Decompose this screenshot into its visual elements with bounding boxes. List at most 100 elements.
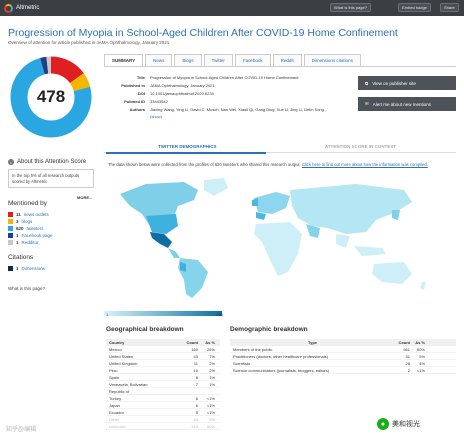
meta-published-in: Published in JAMA Ophthalmology, January … <box>104 83 340 88</box>
col-country: Country <box>109 340 125 345</box>
twitter-world-map[interactable] <box>106 176 446 301</box>
mail-icon: ✉ <box>365 101 369 106</box>
meta-authors: Authors Jiaxing Wang, Ying Li, David C. M… <box>104 107 340 112</box>
tab-reddit[interactable]: Reddit <box>272 54 302 66</box>
tab-bar: SUMMARY News Blogs Twitter Facebook Redd… <box>104 54 363 66</box>
brand-name: Altmetric <box>16 5 40 11</box>
citation-label: Dimensions <box>21 266 46 271</box>
table-row: Turkey 6 <1% <box>106 395 220 402</box>
view-on-publisher-button[interactable]: ⧉ View on publisher site <box>358 76 456 90</box>
table-row: Other 54 9% <box>106 416 220 423</box>
table-row: Unknown 310 50% <box>106 423 220 430</box>
table-row: Members of the public 561 90% <box>230 346 456 353</box>
mention-label: news outlets <box>23 212 49 217</box>
meta-value[interactable]: 33443542 <box>150 99 168 104</box>
mentioned-by-heading: Mentioned by <box>8 200 48 207</box>
alert-me-button[interactable]: ✉ Alert me about new mentions <box>358 97 456 111</box>
altmetric-logo[interactable]: Altmetric <box>4 3 40 13</box>
mention-label: tweeters <box>26 226 44 231</box>
note-link[interactable]: Click here to find out more about how th… <box>301 162 428 167</box>
tab-news[interactable]: News <box>145 54 173 66</box>
table-row: Peru 10 2% <box>106 367 220 374</box>
citation-dimensions[interactable]: 1 Dimensions <box>8 266 45 271</box>
mention-tweeters[interactable]: 620 tweeters <box>8 226 44 231</box>
table-row: United States 43 7% <box>106 353 220 360</box>
mention-label: blogs <box>21 219 33 224</box>
mention-label: Redditor <box>21 240 39 245</box>
mention-redditor[interactable]: 1 Redditor <box>8 240 39 245</box>
meta-doi[interactable]: DOI 10.1001/jamaophthalmol.2020.6239 <box>104 91 340 96</box>
mention-label: Facebook page <box>21 233 53 238</box>
news-swatch <box>8 212 13 217</box>
col-count: Count <box>398 340 410 345</box>
mention-facebook[interactable]: 1 Facebook page <box>8 233 53 238</box>
tab-divider <box>104 66 456 67</box>
blogs-swatch <box>8 219 13 224</box>
donut-twitter-segment <box>10 56 92 138</box>
attention-score-value: 478 <box>36 87 66 106</box>
demo-breakdown-title: Demographic breakdown <box>230 326 308 333</box>
subtab-twitter-demographics[interactable]: TWITTER DEMOGRAPHICS <box>158 144 217 149</box>
col-type: Type <box>307 340 318 345</box>
watermark-right-text: 美和视光 <box>392 421 420 428</box>
citations-heading: Citations <box>8 254 34 261</box>
table-row: Mexico 160 26% <box>106 346 220 353</box>
meta-value: JAMA Ophthalmology, January 2021 <box>150 83 215 88</box>
table-row: Republic of <box>106 388 220 395</box>
donut-reddit-segment <box>10 56 92 138</box>
reddit-swatch <box>8 240 13 245</box>
attention-donut[interactable] <box>10 56 92 138</box>
col-count: Count <box>186 340 198 345</box>
subtab-divider <box>104 152 456 153</box>
tweeters-swatch <box>8 226 13 231</box>
article-subtitle: Overview of attention for article publis… <box>8 40 170 45</box>
article-title: Progression of Myopia in School-Aged Chi… <box>8 27 398 39</box>
what-is-this-page-link[interactable]: What is this page? <box>8 286 46 291</box>
tab-twitter[interactable]: Twitter <box>203 54 233 66</box>
tab-summary[interactable]: SUMMARY <box>104 54 144 66</box>
meta-value: Jiaxing Wang, Ying Li, David C. Musch, N… <box>150 107 328 112</box>
tab-blogs[interactable]: Blogs <box>174 54 202 66</box>
mention-blogs[interactable]: 3 blogs <box>8 219 32 224</box>
about-score-heading: i About this Attention Score <box>8 159 86 165</box>
mention-count: 3 <box>16 219 19 224</box>
table-row: Scientists 26 4% <box>230 360 456 367</box>
meta-label: Title <box>136 75 145 80</box>
meta-value[interactable]: 10.1001/jamaophthalmol.2020.6239 <box>150 91 214 96</box>
button-label: Alert me about new mentions <box>372 101 432 107</box>
more-link[interactable]: MORE... <box>77 195 93 200</box>
embed-badge-button[interactable]: Embed badge <box>398 3 431 12</box>
col-pct: As % <box>205 340 215 345</box>
table-row: Ecuador 5 <1% <box>106 409 220 416</box>
show-authors-link[interactable]: (show) <box>150 114 163 119</box>
button-label: View on publisher site <box>372 80 416 86</box>
subtab-attention-score-context[interactable]: ATTENTION SCORE IN CONTEXT <box>325 144 397 149</box>
mention-count: 11 <box>16 212 21 217</box>
table-row: Spain 8 1% <box>106 374 220 381</box>
score-summary: In the top 5% of all research outputs sc… <box>8 169 94 189</box>
mention-count: 1 <box>16 233 19 238</box>
subtab-active-indicator <box>106 152 266 154</box>
share-button[interactable]: Share <box>440 3 459 12</box>
map-land <box>120 178 426 298</box>
authors-show-link[interactable]: (show) <box>104 114 340 119</box>
meta-label: DOI <box>137 91 145 96</box>
what-is-this-page-button[interactable]: What is this page? <box>330 3 371 12</box>
top-bar: Altmetric What is this page? Embed badge… <box>0 0 464 16</box>
citation-count: 1 <box>16 266 19 271</box>
about-score-label: About this Attention Score <box>17 159 87 165</box>
geo-table-header: Country Count As % <box>106 339 220 346</box>
watermark-right: ● 美和视光 <box>372 416 425 432</box>
tab-dimensions-citations[interactable]: Dimensions citations <box>303 54 361 66</box>
scale-max-label: 160 <box>216 312 223 317</box>
facebook-swatch <box>8 233 13 238</box>
table-row: Science communicators (journalists, blog… <box>230 367 456 374</box>
meta-pubmed-id[interactable]: Pubmed ID 33443542 <box>104 99 340 104</box>
meta-label: Published in <box>121 83 145 88</box>
data-note: The data shown below were collected from… <box>108 162 453 168</box>
tab-facebook[interactable]: Facebook <box>234 54 271 66</box>
geo-table: Country Count As % Mexico 160 26% United S… <box>106 339 220 430</box>
table-row: United Kingdom 11 2% <box>106 360 220 367</box>
mention-news[interactable]: 11 news outlets <box>8 212 49 217</box>
meta-label: Authors <box>129 107 145 112</box>
